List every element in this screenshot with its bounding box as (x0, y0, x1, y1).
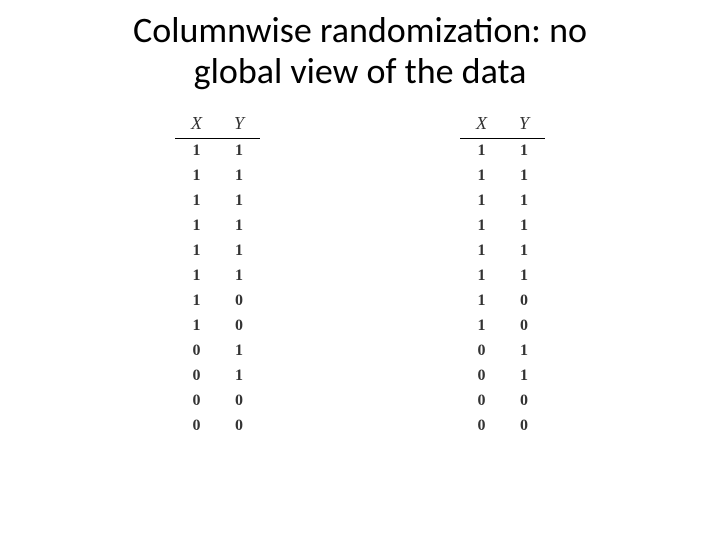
table-row: 11 (175, 264, 260, 289)
cell: 0 (175, 339, 218, 364)
table-row: 11 (175, 214, 260, 239)
cell: 1 (218, 189, 260, 214)
table-row: 11 (460, 239, 545, 264)
cell: 0 (218, 389, 260, 414)
cell: 1 (218, 214, 260, 239)
cell: 0 (175, 414, 218, 439)
cell: 1 (503, 239, 545, 264)
cell: 1 (503, 364, 545, 389)
cell: 0 (175, 389, 218, 414)
cell: 0 (460, 364, 503, 389)
table-row: 10 (460, 289, 545, 314)
cell: 1 (503, 214, 545, 239)
table-row: 00 (175, 389, 260, 414)
cell: 1 (218, 138, 260, 164)
cell: 1 (460, 314, 503, 339)
cell: 1 (175, 264, 218, 289)
cell: 1 (175, 189, 218, 214)
cell: 1 (175, 214, 218, 239)
table-row: 10 (175, 314, 260, 339)
cell: 0 (460, 414, 503, 439)
table-row: 11 (460, 214, 545, 239)
cell: 1 (460, 214, 503, 239)
cell: 1 (503, 189, 545, 214)
cell: 1 (175, 164, 218, 189)
cell: 1 (503, 164, 545, 189)
cell: 0 (218, 289, 260, 314)
cell: 1 (175, 138, 218, 164)
cell: 0 (218, 414, 260, 439)
cell: 1 (218, 239, 260, 264)
cell: 0 (503, 314, 545, 339)
table-row: 00 (460, 414, 545, 439)
table-header-row: X Y (175, 111, 260, 139)
cell: 1 (175, 239, 218, 264)
table-row: 11 (175, 239, 260, 264)
cell: 1 (218, 164, 260, 189)
col-header-x: X (175, 111, 218, 139)
table-row: 11 (175, 164, 260, 189)
cell: 1 (503, 339, 545, 364)
col-header-y: Y (218, 111, 260, 139)
table-row: 01 (460, 339, 545, 364)
table-row: 11 (460, 264, 545, 289)
table-header-row: X Y (460, 111, 545, 139)
cell: 1 (218, 339, 260, 364)
cell: 0 (503, 414, 545, 439)
table-body-left: 11 11 11 11 11 11 10 10 01 01 00 00 (175, 138, 260, 439)
cell: 1 (218, 364, 260, 389)
table-row: 11 (460, 164, 545, 189)
cell: 1 (460, 164, 503, 189)
slide: Columnwise randomization: no global view… (0, 0, 720, 540)
table-row: 01 (175, 364, 260, 389)
slide-title: Columnwise randomization: no global view… (0, 0, 720, 93)
cell: 1 (460, 239, 503, 264)
cell: 1 (175, 289, 218, 314)
cell: 1 (460, 264, 503, 289)
cell: 0 (503, 389, 545, 414)
cell: 1 (460, 189, 503, 214)
cell: 0 (218, 314, 260, 339)
table-row: 10 (175, 289, 260, 314)
cell: 1 (175, 314, 218, 339)
table-row: 01 (460, 364, 545, 389)
cell: 0 (460, 389, 503, 414)
table-row: 01 (175, 339, 260, 364)
title-line-2: global view of the data (194, 49, 527, 93)
table-row: 11 (460, 189, 545, 214)
cell: 0 (460, 339, 503, 364)
table-row: 00 (460, 389, 545, 414)
col-header-x: X (460, 111, 503, 139)
cell: 1 (460, 289, 503, 314)
table-row: 11 (175, 138, 260, 164)
tables-container: X Y 11 11 11 11 11 11 10 10 01 01 00 00 (0, 111, 720, 439)
col-header-y: Y (503, 111, 545, 139)
data-table-left: X Y 11 11 11 11 11 11 10 10 01 01 00 00 (175, 111, 260, 439)
table-row: 11 (460, 138, 545, 164)
table-body-right: 11 11 11 11 11 11 10 10 01 01 00 00 (460, 138, 545, 439)
cell: 0 (503, 289, 545, 314)
title-line-1: Columnwise randomization: no (133, 8, 587, 52)
cell: 1 (503, 138, 545, 164)
cell: 1 (218, 264, 260, 289)
data-table-right: X Y 11 11 11 11 11 11 10 10 01 01 00 00 (460, 111, 545, 439)
table-row: 00 (175, 414, 260, 439)
table-row: 10 (460, 314, 545, 339)
cell: 1 (460, 138, 503, 164)
cell: 1 (503, 264, 545, 289)
cell: 0 (175, 364, 218, 389)
table-row: 11 (175, 189, 260, 214)
